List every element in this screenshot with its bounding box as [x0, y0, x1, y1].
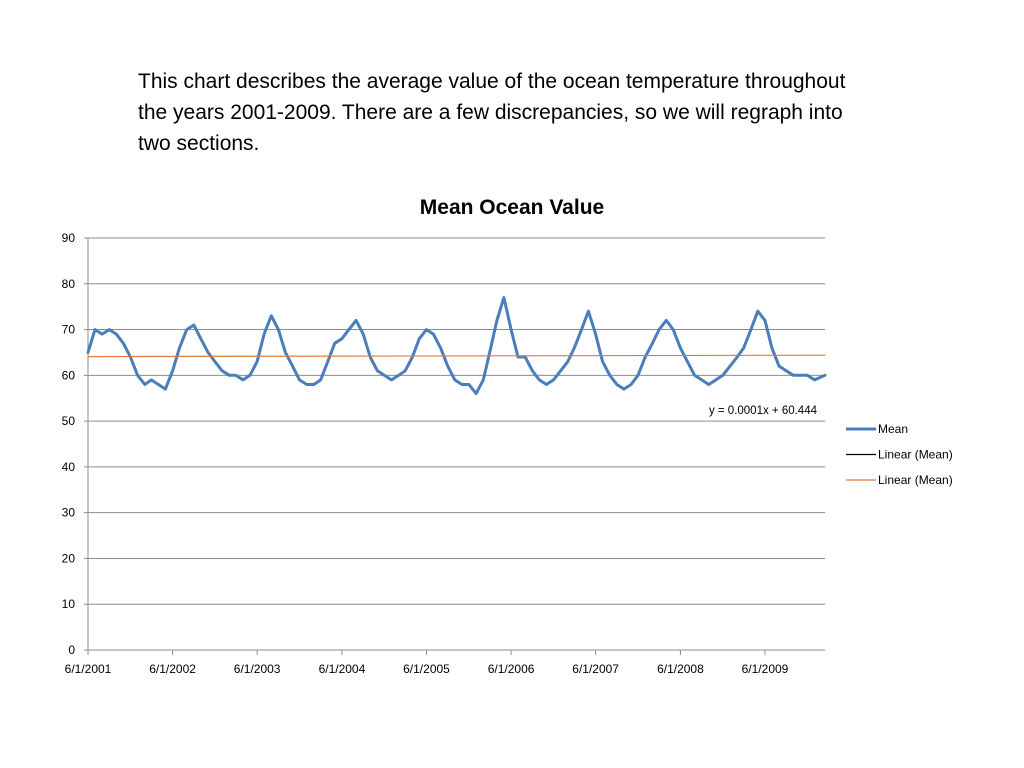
y-tick-label: 60	[62, 368, 76, 382]
x-tick-label: 6/1/2008	[657, 662, 704, 676]
x-tick-label: 6/1/2001	[65, 662, 112, 676]
chart-title: Mean Ocean Value	[420, 196, 604, 219]
y-tick-label: 30	[62, 506, 76, 520]
x-tick-label: 6/1/2005	[403, 662, 450, 676]
x-tick-label: 6/1/2004	[319, 662, 366, 676]
x-tick-label: 6/1/2009	[742, 662, 789, 676]
y-axis-ticks: 0 10 20 30 40 50 60 70 80 90	[62, 231, 88, 657]
y-tick-label: 90	[62, 231, 76, 245]
trendline	[87, 354, 826, 358]
axes	[87, 238, 825, 651]
x-tick-label: 6/1/2006	[488, 662, 535, 676]
y-tick-label: 20	[62, 551, 76, 565]
y-tick-label: 0	[68, 643, 75, 657]
x-tick-label: 6/1/2003	[234, 662, 281, 676]
grid-lines	[88, 237, 825, 651]
legend-label: Linear (Mean)	[878, 448, 953, 462]
legend: Mean Linear (Mean) Linear (Mean)	[846, 422, 953, 487]
caption-text: This chart describes the average value o…	[138, 70, 846, 155]
series-group	[86, 296, 827, 396]
y-tick-label: 80	[62, 277, 76, 291]
y-tick-label: 10	[62, 597, 76, 611]
x-tick-label: 6/1/2002	[149, 662, 196, 676]
trendline-equation: y = 0.0001x + 60.444	[709, 405, 818, 417]
x-tick-label: 6/1/2007	[572, 662, 619, 676]
legend-label: Linear (Mean)	[878, 473, 953, 487]
x-axis-ticks: 6/1/2001 6/1/2002 6/1/2003 6/1/2004 6/1/2005…	[65, 650, 789, 676]
legend-label: Mean	[878, 422, 908, 436]
y-tick-label: 70	[62, 323, 76, 337]
y-tick-label: 50	[62, 414, 76, 428]
series-line-mean	[86, 296, 827, 396]
y-tick-label: 40	[62, 460, 76, 474]
